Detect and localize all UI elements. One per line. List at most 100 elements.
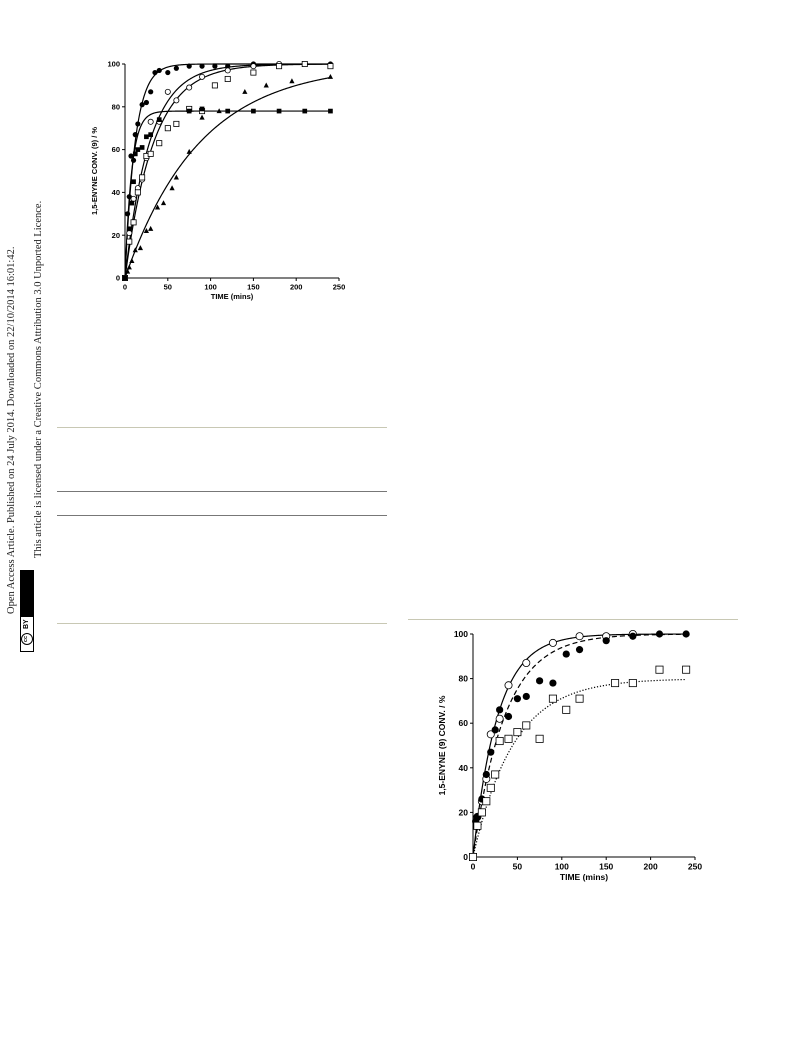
fit-curve bbox=[472, 678, 687, 858]
data-point-open-square bbox=[628, 679, 637, 688]
data-point-filled-triangle bbox=[173, 174, 179, 180]
data-point-filled-triangle bbox=[186, 148, 192, 154]
fit-curve bbox=[124, 63, 331, 279]
data-point-filled-circle bbox=[128, 153, 134, 159]
data-point-open-square bbox=[126, 238, 133, 245]
data-point-filled-circle bbox=[199, 63, 205, 69]
cc-badge-dark-block bbox=[21, 571, 33, 617]
data-point-open-square bbox=[156, 140, 163, 147]
data-point-filled-square bbox=[144, 134, 149, 140]
data-point-open-circle bbox=[224, 67, 231, 74]
data-point-filled-square bbox=[328, 108, 333, 114]
data-point-filled-square bbox=[122, 275, 128, 281]
data-point-filled-circle bbox=[575, 646, 584, 654]
data-point-open-square bbox=[469, 852, 478, 861]
data-point-filled-triangle bbox=[263, 82, 269, 88]
y-tick-label: 0 bbox=[116, 274, 120, 283]
data-point-filled-triangle bbox=[160, 200, 167, 206]
data-point-filled-circle bbox=[491, 726, 499, 734]
data-point-open-circle bbox=[173, 97, 180, 104]
data-point-filled-circle bbox=[132, 132, 138, 138]
data-point-open-circle bbox=[126, 230, 133, 237]
data-point-filled-triangle bbox=[148, 225, 154, 231]
x-tick-label: 200 bbox=[290, 283, 303, 292]
cc-by-badge: BY cc bbox=[20, 570, 34, 652]
data-point-filled-triangle bbox=[126, 264, 132, 270]
data-point-filled-circle bbox=[212, 63, 218, 69]
data-point-filled-circle bbox=[143, 99, 149, 106]
data-point-filled-square bbox=[131, 179, 136, 185]
y-tick-label: 40 bbox=[112, 188, 120, 197]
divider-rule-3 bbox=[57, 515, 387, 516]
x-axis-label: TIME (mins) bbox=[211, 292, 254, 301]
data-point-filled-square bbox=[148, 132, 154, 137]
data-point-open-circle bbox=[199, 73, 206, 80]
data-point-filled-triangle bbox=[199, 114, 205, 120]
data-point-filled-circle bbox=[186, 63, 192, 69]
data-point-open-square bbox=[495, 737, 504, 746]
license-text-line-1: Open Access Article. Published on 24 Jul… bbox=[6, 246, 17, 614]
fit-curve bbox=[124, 76, 331, 279]
data-point-filled-square bbox=[225, 108, 231, 114]
data-point-filled-square bbox=[139, 145, 145, 150]
data-point-open-square bbox=[147, 150, 154, 157]
x-tick-label: 50 bbox=[164, 283, 172, 292]
fit-curve bbox=[124, 63, 331, 279]
data-point-filled-triangle bbox=[289, 78, 295, 84]
data-point-filled-triangle bbox=[132, 247, 138, 253]
data-point-filled-square bbox=[126, 226, 132, 232]
y-tick-label: 40 bbox=[459, 763, 469, 773]
data-point-open-square bbox=[276, 63, 283, 70]
y-tick-label: 0 bbox=[463, 852, 468, 862]
data-point-filled-circle bbox=[655, 630, 664, 638]
data-point-open-square bbox=[535, 734, 544, 743]
x-axis-label: TIME (mins) bbox=[560, 872, 608, 882]
data-point-filled-square bbox=[186, 108, 192, 114]
data-point-filled-circle bbox=[156, 67, 162, 74]
x-tick-label: 200 bbox=[644, 862, 658, 872]
y-tick-label: 80 bbox=[459, 674, 469, 684]
divider-rule-4 bbox=[57, 623, 387, 624]
data-point-filled-square bbox=[129, 200, 135, 206]
data-point-open-square bbox=[139, 174, 146, 181]
data-point-filled-circle bbox=[602, 637, 610, 645]
y-axis-label: 1,5-ENYNE CONV. (9) / % bbox=[90, 127, 99, 215]
data-point-open-square bbox=[491, 770, 500, 779]
data-point-filled-circle bbox=[682, 630, 690, 638]
data-point-open-square bbox=[482, 797, 491, 806]
data-point-open-square bbox=[548, 694, 557, 703]
data-point-open-circle bbox=[522, 658, 531, 667]
divider-rule-1 bbox=[57, 427, 387, 428]
data-point-filled-circle bbox=[513, 695, 521, 703]
data-point-filled-triangle bbox=[169, 185, 175, 191]
license-text-line-2: This article is licensed under a Creativ… bbox=[33, 200, 44, 558]
data-point-open-square bbox=[522, 721, 531, 730]
y-tick-label: 100 bbox=[107, 60, 120, 69]
data-point-open-square bbox=[575, 694, 584, 703]
y-tick-label: 60 bbox=[459, 718, 469, 728]
data-point-open-square bbox=[250, 69, 257, 76]
data-point-filled-circle bbox=[130, 157, 137, 163]
data-point-open-circle bbox=[504, 681, 513, 690]
fit-curve bbox=[124, 63, 331, 279]
data-point-filled-square bbox=[302, 108, 308, 114]
fit-curve bbox=[472, 633, 687, 858]
data-point-open-square bbox=[513, 728, 522, 737]
data-point-filled-circle bbox=[629, 632, 637, 640]
data-point-filled-circle bbox=[225, 63, 231, 69]
data-point-filled-circle bbox=[496, 706, 504, 714]
data-point-filled-circle bbox=[487, 748, 495, 756]
data-point-filled-circle bbox=[549, 679, 557, 687]
data-point-filled-circle bbox=[124, 211, 131, 217]
data-point-filled-circle bbox=[504, 712, 513, 721]
x-tick-label: 250 bbox=[333, 283, 346, 292]
data-point-open-circle bbox=[486, 730, 495, 739]
data-point-filled-triangle bbox=[137, 245, 144, 251]
divider-rule-2 bbox=[57, 491, 387, 492]
data-point-open-circle bbox=[130, 195, 137, 202]
data-point-open-square bbox=[301, 60, 308, 67]
data-point-open-square bbox=[327, 63, 334, 70]
fit-curve bbox=[472, 633, 687, 858]
data-point-open-circle bbox=[495, 714, 504, 723]
